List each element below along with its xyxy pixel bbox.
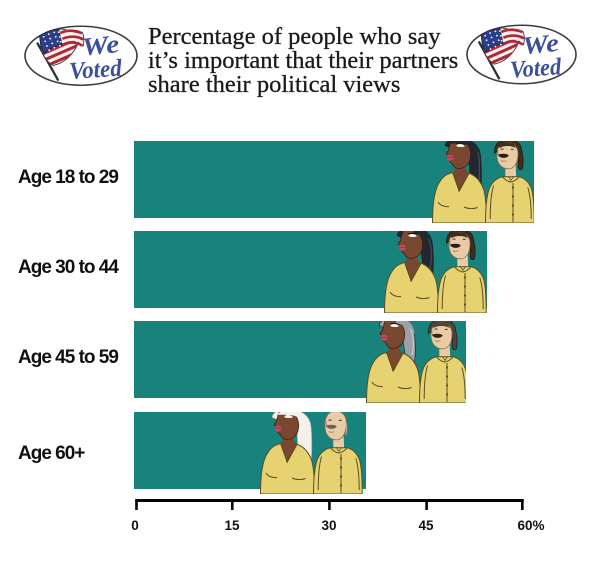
svg-text:We: We (80, 29, 120, 61)
svg-text:Voted: Voted (509, 53, 563, 83)
svg-text:Voted: Voted (68, 55, 123, 85)
svg-text:We: We (521, 28, 560, 59)
